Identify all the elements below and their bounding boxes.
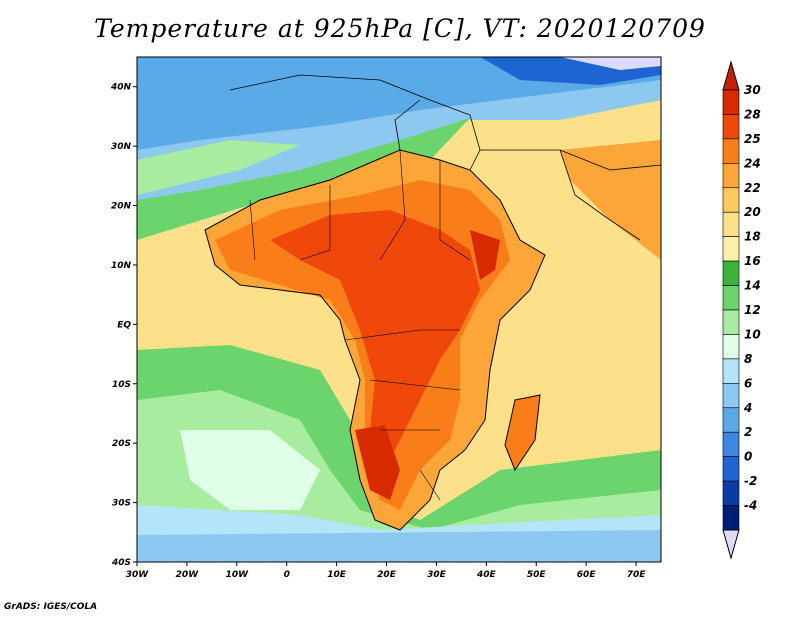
country-borders [249, 149, 471, 501]
y-tick-label: 10S [112, 380, 131, 390]
y-tick-label: 40S [111, 558, 131, 568]
colorbar-bottom-arrow [722, 529, 740, 560]
field-arabia-warm [560, 140, 661, 260]
field-atlantic-mild [137, 140, 300, 195]
africa-coastline [204, 149, 546, 531]
colorbar-swatch [722, 431, 740, 457]
colorbar-swatch [722, 260, 740, 286]
colorbar-swatch [722, 334, 740, 360]
colorbar-label: 2 [744, 425, 752, 439]
x-tick-label: 0 [284, 570, 290, 580]
y-tick-label: 40N [110, 83, 132, 93]
colorbar-swatch [722, 187, 740, 213]
colorbar-swatch [722, 236, 740, 262]
colorbar-swatch [722, 383, 740, 409]
temperature-field [137, 57, 661, 562]
field-south-coldest [137, 530, 661, 562]
colorbar-label: 14 [744, 279, 761, 293]
colorbar-label: 18 [744, 230, 761, 244]
colorbar-swatch [722, 358, 740, 384]
colorbar-label: 12 [744, 303, 761, 317]
field-north-min [560, 57, 661, 70]
colorbar-label: 20 [744, 205, 761, 219]
colorbar-swatch [722, 456, 740, 482]
colorbar-label: 8 [744, 352, 752, 366]
colorbar-top-arrow [722, 60, 740, 91]
colorbar-label: 6 [744, 376, 752, 390]
y-tick-label: EQ [117, 320, 131, 330]
colorbar-swatch [722, 211, 740, 237]
x-tick-label: 10W [226, 570, 250, 580]
colorbar-swatch [722, 114, 740, 140]
colorbar-label: 22 [744, 181, 761, 195]
y-tick-label: 30N [111, 142, 132, 152]
map-title: Temperature at 925hPa [C], VT: 202012070… [94, 14, 706, 43]
grads-credit: GrADS: IGES/COLA [4, 602, 98, 612]
x-tick-label: 20E [377, 570, 397, 580]
x-tick-label: 70E [627, 570, 647, 580]
colorbar-swatch [722, 89, 740, 115]
colorbar-label: 0 [744, 450, 752, 464]
colorbar-swatch [722, 309, 740, 335]
x-tick-label: 40E [476, 570, 497, 580]
x-tick-label: 50E [527, 570, 547, 580]
colorbar-label: -2 [744, 474, 757, 488]
x-tick-label: 30W [126, 570, 150, 580]
map-frame [136, 56, 662, 563]
y-tick-label: 20S [112, 439, 131, 449]
colorbar-swatch [722, 138, 740, 164]
madagascar-coastline [504, 394, 541, 472]
colorbar-label: 30 [744, 83, 761, 97]
colorbar-swatch [722, 480, 740, 506]
colorbar-label: 16 [744, 254, 761, 268]
colorbar-swatch [722, 407, 740, 433]
y-tick-label: 10N [111, 261, 132, 271]
x-axis: 30W 20W 10W 0 10E 20E 30E 40E 50E 60E 70E [126, 562, 646, 580]
colorbar-swatch [722, 505, 740, 531]
colorbar-label: 4 [743, 401, 752, 415]
colorbar-label: 28 [744, 107, 761, 121]
colorbar-label: 25 [744, 132, 761, 146]
y-tick-label: 20N [111, 202, 132, 212]
colorbar-swatch [722, 285, 740, 311]
x-tick-label: 20W [176, 570, 200, 580]
colorbar-swatch [722, 163, 740, 189]
y-tick-label: 30S [112, 499, 131, 509]
y-axis: 40N 30N 20N 10N EQ 10S 20S 30S 40S [110, 83, 137, 568]
field-africa-hot [270, 210, 480, 470]
colorbar-label: -4 [744, 499, 757, 513]
x-tick-label: 30E [427, 570, 447, 580]
field-transition-band [137, 118, 470, 240]
arabia-coastline [480, 149, 661, 241]
field-south-atlantic-pool [180, 430, 320, 510]
colorbar-label: 24 [744, 156, 761, 170]
x-tick-label: 10E [327, 570, 347, 580]
field-ethiopia-hottest [470, 230, 500, 280]
x-tick-label: 60E [577, 570, 597, 580]
field-madagascar [505, 395, 540, 470]
colorbar-label: 10 [744, 327, 761, 341]
field-kalahari-hottest [355, 425, 400, 500]
